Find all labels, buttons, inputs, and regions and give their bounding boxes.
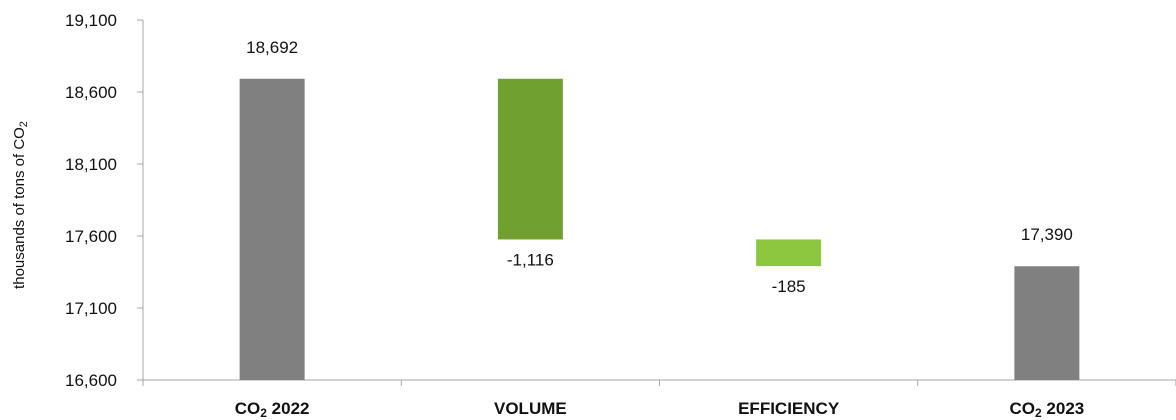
bar: [239, 78, 305, 380]
data-label: 17,390: [1021, 225, 1073, 244]
category-labels: CO2 2022 VOLUME EFFICIENCY CO2 2023: [235, 399, 1084, 420]
category-label: EFFICIENCY: [738, 399, 840, 418]
y-axis-label: thousands of tons of CO2: [11, 121, 30, 289]
category-label: VOLUME: [494, 399, 567, 418]
data-label: -1,116: [507, 250, 554, 269]
bars: [239, 78, 1080, 380]
data-label: -185: [772, 277, 806, 296]
y-tick-label: 17,600: [65, 227, 117, 246]
bar: [756, 239, 822, 267]
bar: [497, 78, 563, 240]
y-tick-label: 18,600: [65, 83, 117, 102]
y-tick-label: 19,100: [65, 11, 117, 30]
y-tick-label: 17,100: [65, 299, 117, 318]
category-label: CO2 2023: [1010, 399, 1085, 420]
y-tick-label: 18,100: [65, 155, 117, 174]
data-labels: 18,692 -1,116 -185 17,390: [246, 38, 1073, 296]
category-label: CO2 2022: [235, 399, 310, 420]
data-label: 18,692: [246, 38, 298, 57]
y-tick-label: 16,600: [65, 371, 117, 390]
y-axis: 16,600 17,100 17,600 18,100 18,600 19,100: [65, 11, 144, 390]
bar: [1014, 266, 1080, 380]
x-axis: [142, 379, 1176, 386]
